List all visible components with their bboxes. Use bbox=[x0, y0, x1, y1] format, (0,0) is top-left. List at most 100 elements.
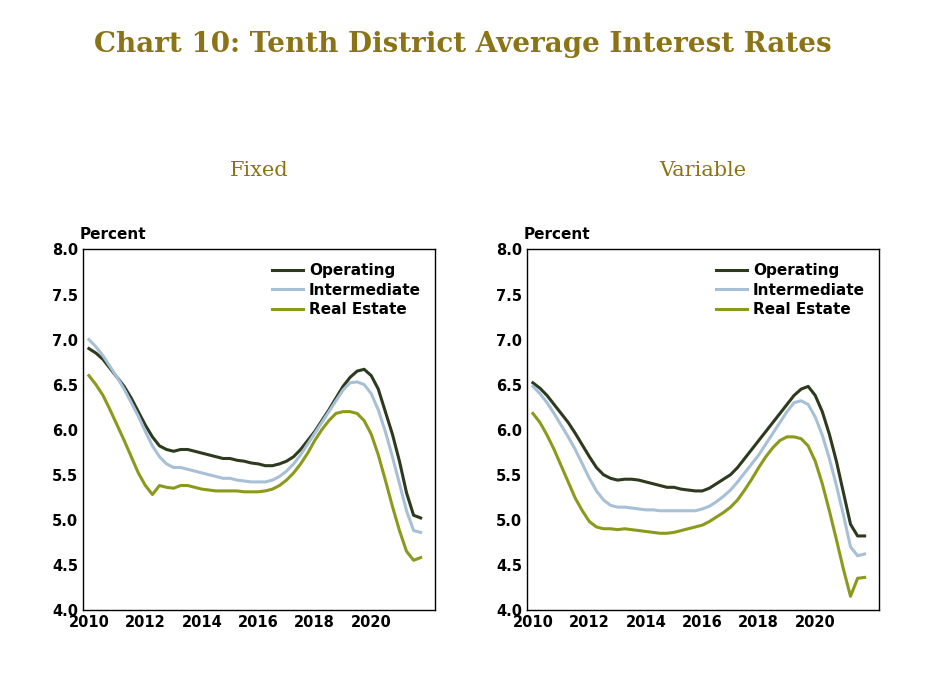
Line: Intermediate: Intermediate bbox=[89, 340, 421, 532]
Intermediate bbox=[246, 477, 257, 486]
Intermediate bbox=[683, 507, 694, 515]
Operating bbox=[746, 446, 758, 454]
Intermediate bbox=[394, 480, 405, 488]
Operating bbox=[161, 446, 172, 454]
Intermediate bbox=[373, 405, 384, 414]
Real Estate bbox=[768, 444, 779, 452]
Real Estate bbox=[591, 523, 602, 531]
Real Estate bbox=[359, 416, 370, 425]
Intermediate bbox=[796, 396, 807, 405]
Real Estate bbox=[732, 495, 743, 504]
Operating bbox=[316, 416, 327, 425]
Intermediate bbox=[739, 468, 750, 477]
Intermediate bbox=[760, 440, 771, 448]
Intermediate bbox=[845, 543, 856, 551]
Real Estate bbox=[549, 446, 560, 454]
Real Estate bbox=[344, 407, 355, 416]
Real Estate bbox=[782, 432, 793, 441]
Intermediate bbox=[324, 407, 335, 416]
Real Estate bbox=[260, 486, 271, 495]
Operating bbox=[118, 383, 130, 391]
Intermediate bbox=[415, 528, 426, 536]
Real Estate bbox=[182, 482, 193, 490]
Operating bbox=[782, 401, 793, 409]
Real Estate bbox=[140, 482, 151, 490]
Line: Intermediate: Intermediate bbox=[533, 387, 865, 556]
Operating bbox=[570, 429, 581, 437]
Real Estate bbox=[196, 485, 207, 493]
Operating bbox=[373, 385, 384, 394]
Intermediate bbox=[710, 498, 722, 506]
Intermediate bbox=[535, 389, 546, 398]
Intermediate bbox=[330, 396, 341, 405]
Real Estate bbox=[415, 554, 426, 562]
Operating bbox=[527, 378, 538, 387]
Operating bbox=[549, 401, 560, 409]
Intermediate bbox=[640, 506, 651, 514]
Operating bbox=[824, 430, 835, 438]
Real Estate bbox=[266, 485, 278, 493]
Operating bbox=[725, 471, 736, 479]
Text: Fixed: Fixed bbox=[229, 161, 289, 180]
Intermediate bbox=[541, 398, 552, 407]
Intermediate bbox=[809, 413, 820, 421]
Real Estate bbox=[168, 484, 179, 493]
Text: Percent: Percent bbox=[80, 227, 146, 243]
Operating bbox=[669, 483, 680, 491]
Real Estate bbox=[788, 432, 799, 441]
Intermediate bbox=[768, 429, 779, 437]
Real Estate bbox=[302, 449, 314, 457]
Real Estate bbox=[725, 503, 736, 511]
Real Estate bbox=[91, 380, 102, 389]
Operating bbox=[225, 455, 236, 463]
Operating bbox=[562, 419, 574, 427]
Real Estate bbox=[577, 507, 588, 515]
Operating bbox=[704, 484, 715, 493]
Intermediate bbox=[803, 401, 814, 409]
Real Estate bbox=[97, 392, 108, 400]
Operating bbox=[675, 485, 686, 493]
Legend: Operating, Intermediate, Real Estate: Operating, Intermediate, Real Estate bbox=[266, 257, 427, 324]
Real Estate bbox=[612, 525, 623, 534]
Intermediate bbox=[577, 459, 588, 468]
Real Estate bbox=[831, 536, 842, 544]
Intermediate bbox=[838, 511, 849, 520]
Intermediate bbox=[97, 351, 108, 360]
Operating bbox=[309, 428, 320, 436]
Real Estate bbox=[669, 528, 680, 536]
Intermediate bbox=[83, 335, 94, 344]
Operating bbox=[768, 419, 779, 427]
Real Estate bbox=[697, 521, 708, 529]
Operating bbox=[683, 486, 694, 494]
Operating bbox=[774, 410, 785, 418]
Real Estate bbox=[803, 441, 814, 450]
Operating bbox=[535, 384, 546, 392]
Operating bbox=[852, 532, 863, 540]
Operating bbox=[541, 392, 552, 400]
Operating bbox=[598, 471, 609, 479]
Real Estate bbox=[556, 462, 567, 470]
Intermediate bbox=[817, 431, 828, 439]
Real Estate bbox=[309, 437, 320, 445]
Real Estate bbox=[147, 491, 158, 499]
Intermediate bbox=[91, 342, 102, 351]
Operating bbox=[246, 459, 257, 467]
Real Estate bbox=[118, 437, 130, 445]
Real Estate bbox=[330, 410, 341, 418]
Intermediate bbox=[648, 506, 659, 514]
Intermediate bbox=[309, 429, 320, 437]
Operating bbox=[387, 430, 398, 438]
Real Estate bbox=[648, 528, 659, 536]
Operating bbox=[352, 367, 363, 376]
Intermediate bbox=[556, 421, 567, 430]
Intermediate bbox=[584, 474, 595, 482]
Intermediate bbox=[675, 507, 686, 515]
Operating bbox=[626, 475, 637, 484]
Real Estate bbox=[253, 488, 264, 496]
Operating bbox=[605, 474, 616, 482]
Intermediate bbox=[217, 474, 228, 482]
Operating bbox=[231, 456, 242, 464]
Intermediate bbox=[774, 419, 785, 427]
Text: Chart 10: Tenth District Average Interest Rates: Chart 10: Tenth District Average Interes… bbox=[93, 31, 832, 58]
Intermediate bbox=[182, 465, 193, 473]
